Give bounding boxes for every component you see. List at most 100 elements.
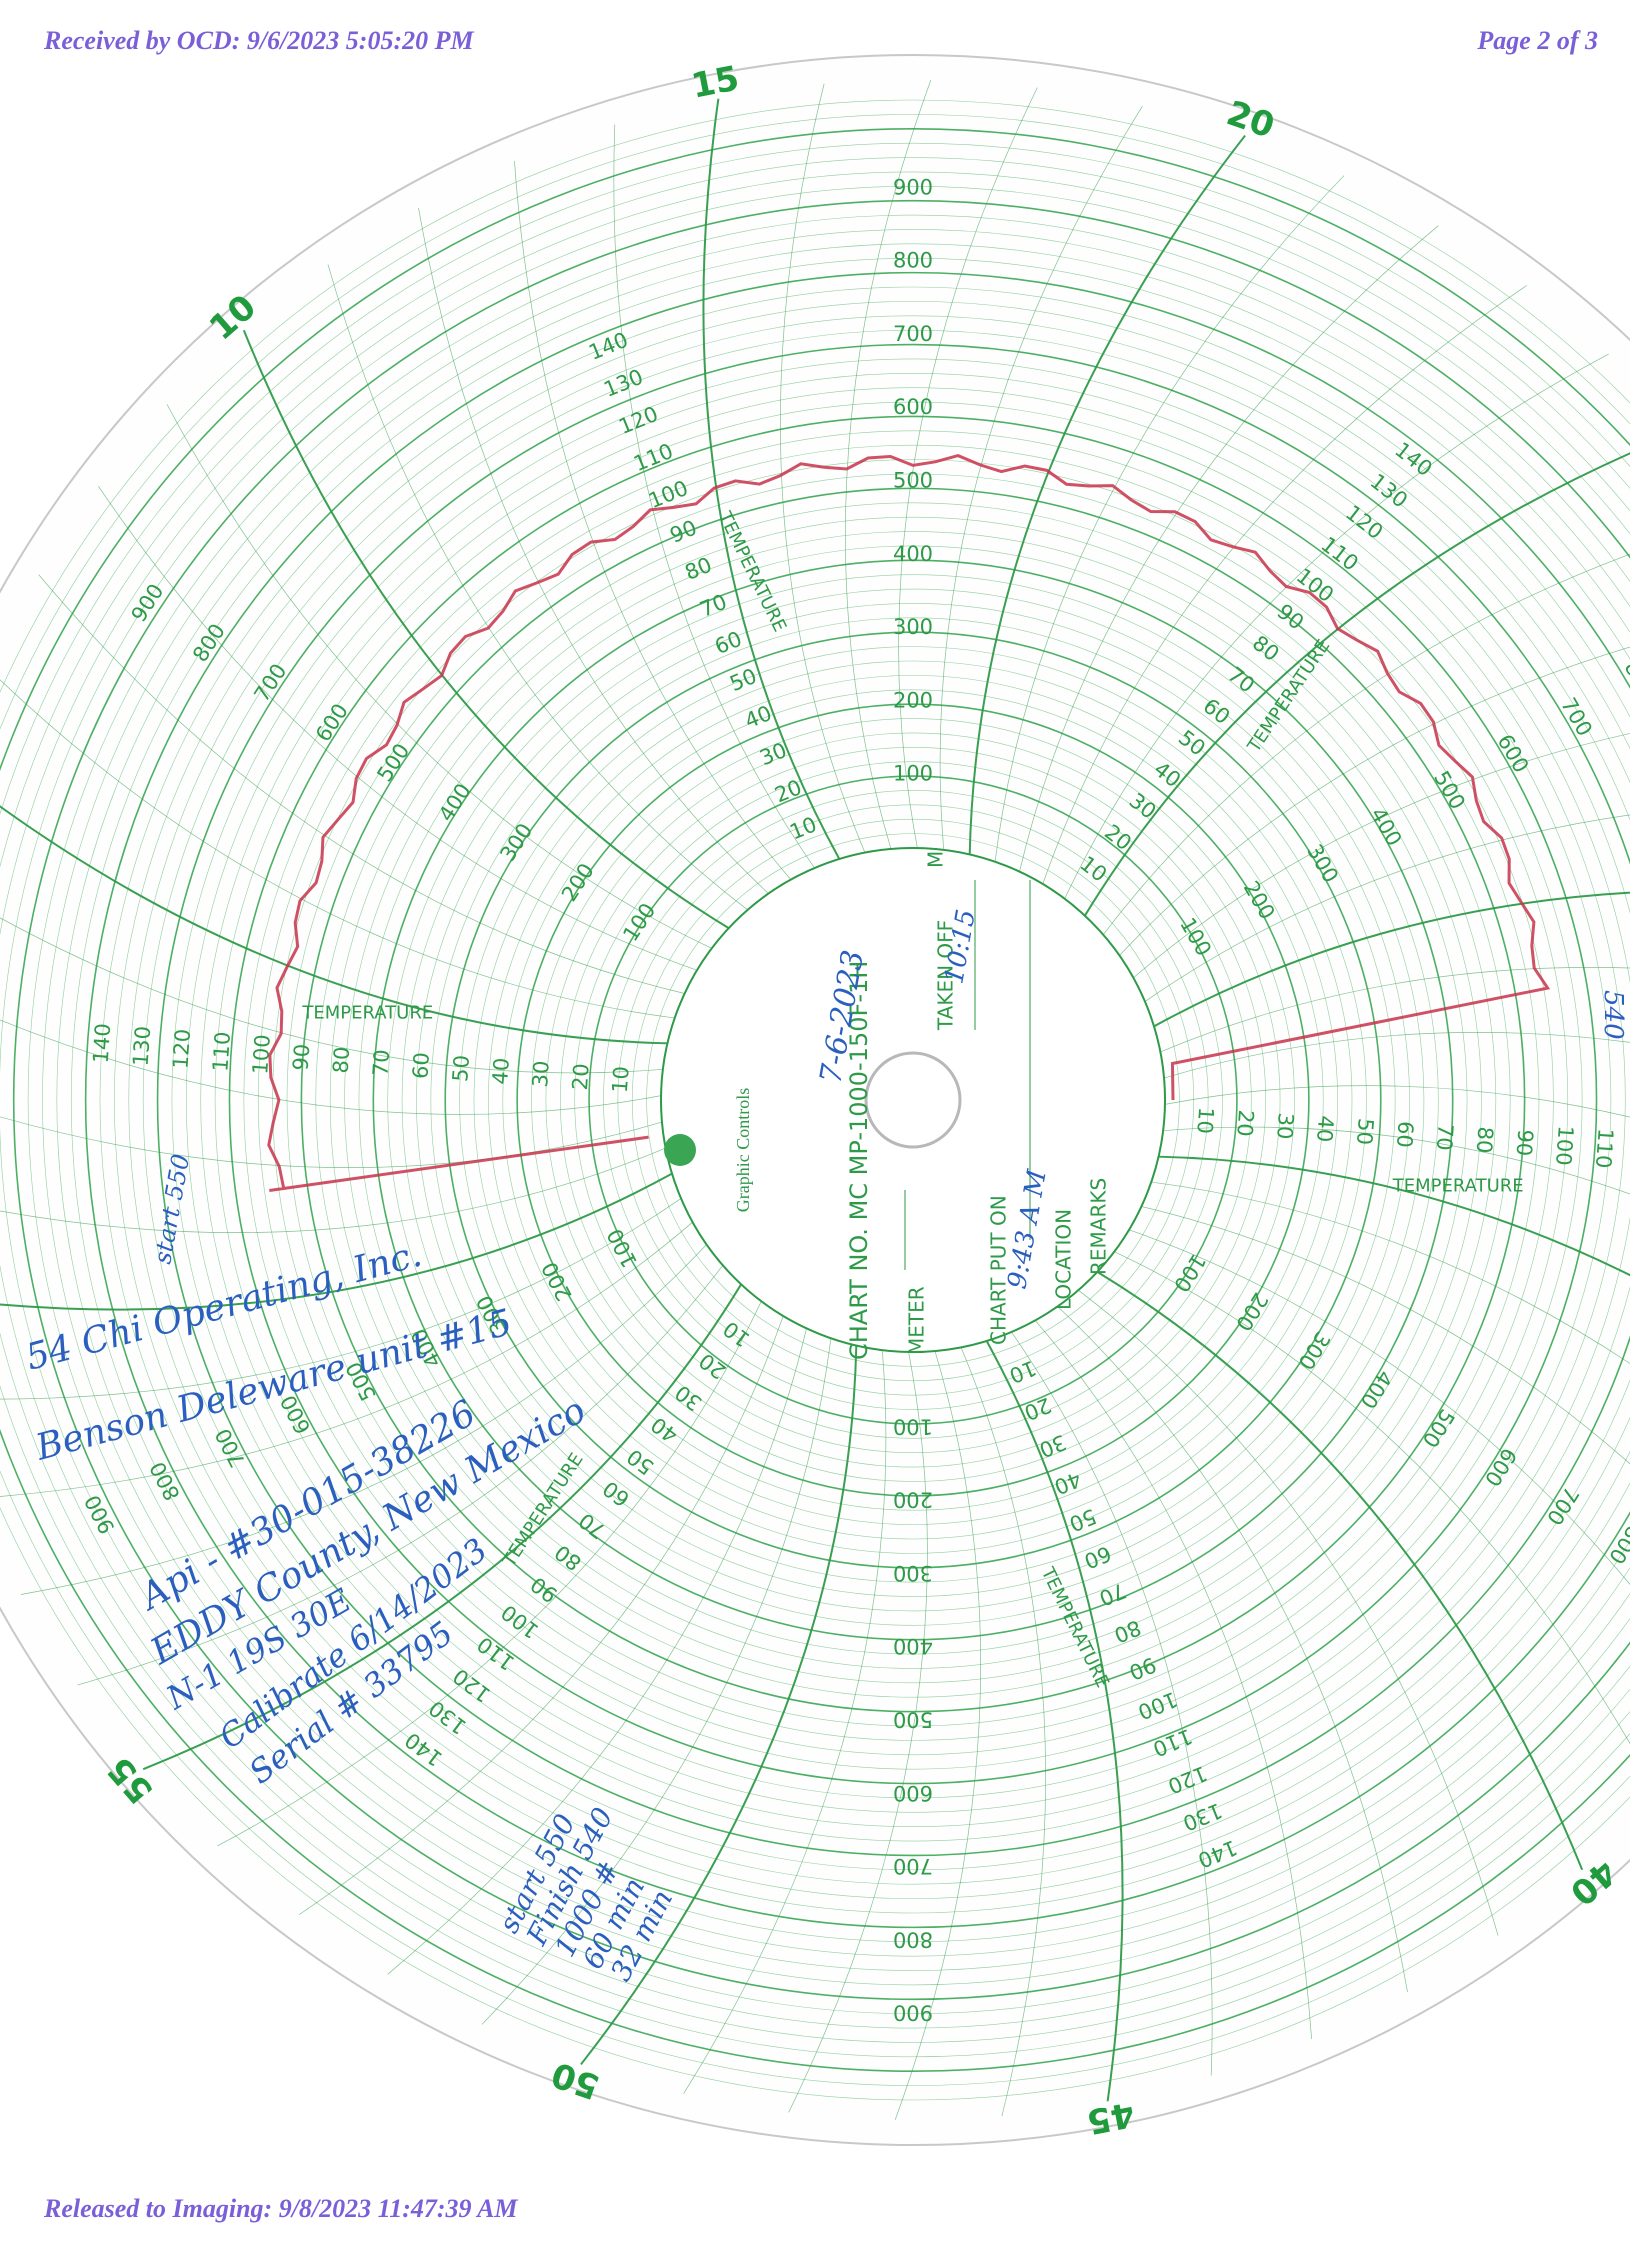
time-line <box>20 1244 707 1595</box>
grid-ring <box>171 358 1630 1842</box>
pressure-label: 500 <box>893 1708 933 1732</box>
time-mark: 15 <box>688 58 742 106</box>
time-line <box>481 1338 832 2025</box>
time-line <box>1096 1271 1584 1871</box>
pressure-label: 600 <box>893 395 933 419</box>
temperature-label: 10 <box>608 1065 634 1093</box>
pressure-label: 100 <box>893 1414 933 1438</box>
time-line <box>1158 1155 1630 1277</box>
temperature-label: 60 <box>408 1051 434 1079</box>
temperature-label: 20 <box>1232 1109 1258 1137</box>
grid-ring <box>28 215 1630 1985</box>
time-line <box>894 1350 981 2120</box>
time-line <box>613 124 815 869</box>
time-mark: 45 <box>1084 2093 1138 2141</box>
grid-ring <box>257 444 1569 1756</box>
time-line <box>0 1147 666 1233</box>
time-line <box>166 404 712 949</box>
pen-trace <box>267 453 1551 1192</box>
temperature-label: 70 <box>368 1049 394 1077</box>
grid-ring <box>56 243 1630 1957</box>
grid-ring <box>401 588 1425 1612</box>
remarks-field: REMARKS <box>1087 1178 1111 1275</box>
time-line <box>1057 1306 1408 1993</box>
grid-ring <box>272 459 1554 1741</box>
pressure-label: 200 <box>893 688 933 712</box>
grid-ring <box>488 675 1338 1525</box>
put-on-field: CHART PUT ON <box>987 1195 1011 1345</box>
time-line <box>683 1350 887 2095</box>
grid-ring <box>416 603 1410 1597</box>
grid-ring <box>0 114 1630 2086</box>
pressure-label: 600 <box>893 1781 933 1805</box>
pressure-label: 800 <box>893 249 933 273</box>
temperature-label: 140 <box>89 1022 116 1064</box>
time-line <box>1164 1085 1630 1118</box>
temperature-label: 30 <box>528 1060 554 1088</box>
time-line <box>217 1301 762 1847</box>
time-line <box>514 161 792 880</box>
time-line <box>1042 285 1528 885</box>
grid-ring <box>329 516 1497 1684</box>
received-stamp: Received by OCD: 9/6/2023 5:05:20 PM <box>43 26 475 55</box>
time-line <box>1163 1126 1630 1195</box>
grid-ring <box>502 689 1324 1511</box>
pressure-label: 800 <box>893 1927 933 1951</box>
grid-ring <box>99 286 1630 1914</box>
grid-ring <box>473 660 1353 1540</box>
time-line <box>98 485 698 971</box>
grid-ring <box>13 200 1630 2000</box>
grid-ring <box>143 330 1630 1870</box>
grid-ring <box>560 747 1266 1453</box>
time-line <box>1102 553 1630 935</box>
grid-ring <box>228 415 1598 1785</box>
grid-ring <box>444 631 1382 1569</box>
time-line <box>1153 891 1630 1028</box>
temperature-label: 90 <box>289 1043 315 1071</box>
pressure-label: 500 <box>893 468 933 492</box>
grid-ring <box>0 171 1630 2029</box>
time-line <box>580 1345 858 2066</box>
pressure-label: 700 <box>893 1854 933 1878</box>
pressure-label: 400 <box>893 1634 933 1658</box>
grid-ring <box>200 387 1626 1813</box>
hand-right-note: 540 <box>1598 990 1628 1040</box>
grid-ring <box>545 732 1281 1468</box>
grid-ring <box>387 574 1439 1626</box>
time-line <box>1144 814 1630 1002</box>
grid-ring <box>128 315 1630 1885</box>
temperature-label: 110 <box>1591 1128 1618 1170</box>
grid-ring <box>574 761 1252 1439</box>
pressure-label: 900 <box>893 2001 933 2025</box>
pressure-label: 300 <box>893 615 933 639</box>
time-line <box>788 1351 928 2113</box>
time-line <box>968 134 1246 855</box>
time-line <box>960 1347 1046 2117</box>
page-number: Page 2 of 3 <box>1476 26 1598 55</box>
time-line <box>298 1315 784 1915</box>
grid-ring <box>0 157 1630 2043</box>
grid-ring <box>631 818 1195 1382</box>
time-line <box>38 574 685 994</box>
location-field: LOCATION <box>1052 1209 1076 1310</box>
time-line <box>1141 1206 1630 1465</box>
temperature-label: 110 <box>208 1031 235 1073</box>
grid-ring <box>430 617 1396 1583</box>
time-line <box>1160 967 1630 1053</box>
temperature-label: 130 <box>129 1025 156 1067</box>
pressure-label: 100 <box>893 762 933 786</box>
m-field: M <box>924 851 948 868</box>
pressure-label: 300 <box>893 1561 933 1585</box>
grid-ring <box>516 703 1310 1497</box>
grid-ring <box>0 186 1630 2014</box>
time-line <box>242 329 730 929</box>
time-line <box>1133 733 1630 979</box>
pressure-label: 700 <box>893 322 933 346</box>
time-line <box>327 264 748 911</box>
time-line <box>780 83 866 853</box>
grid-ring <box>344 531 1482 1669</box>
grid-ring <box>588 775 1238 1425</box>
time-line <box>0 805 668 1045</box>
grid-ring <box>243 430 1583 1770</box>
time-line <box>77 1265 724 1686</box>
